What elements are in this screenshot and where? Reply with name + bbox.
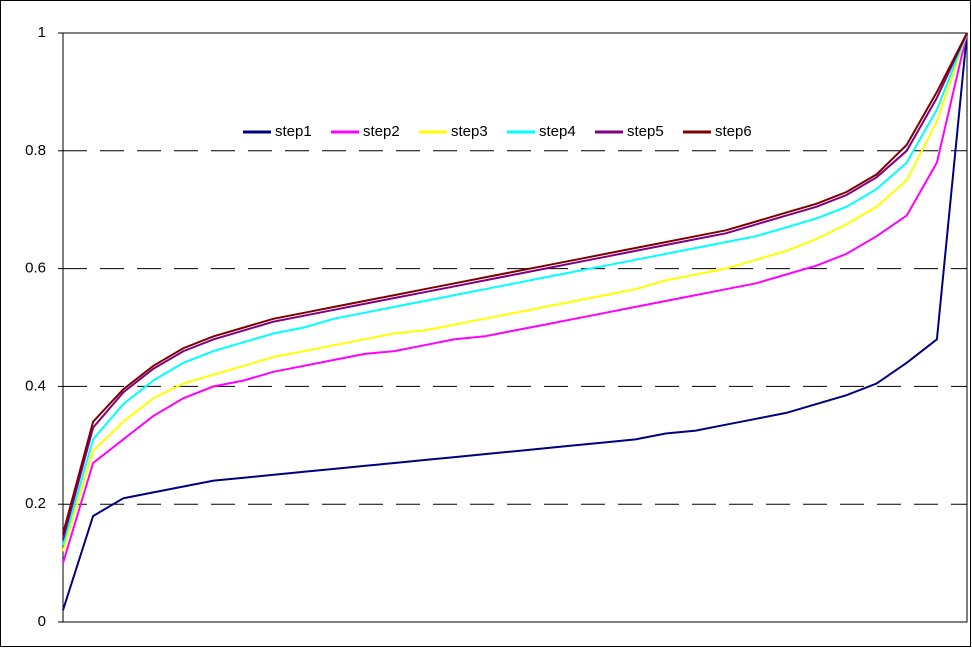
legend-label: step2 bbox=[363, 123, 400, 140]
series-line bbox=[62, 32, 968, 546]
plot-border bbox=[62, 32, 968, 623]
series-line bbox=[62, 32, 968, 534]
y-tick-label: 0.2 bbox=[25, 495, 46, 512]
y-tick-label: 0.8 bbox=[25, 142, 46, 159]
y-tick-label: 0 bbox=[38, 613, 46, 630]
y-tick-label: 0.4 bbox=[25, 377, 46, 394]
legend-label: step5 bbox=[627, 123, 664, 140]
series-line bbox=[62, 32, 968, 611]
series-line bbox=[62, 32, 968, 564]
y-tick-label: 1 bbox=[38, 24, 46, 41]
legend-label: step1 bbox=[275, 123, 312, 140]
legend-label: step6 bbox=[715, 123, 752, 140]
y-tick-label: 0.6 bbox=[25, 260, 46, 277]
legend-label: step4 bbox=[539, 123, 576, 140]
series-line bbox=[62, 32, 968, 540]
legend-label: step3 bbox=[451, 123, 488, 140]
series-line bbox=[62, 32, 968, 552]
